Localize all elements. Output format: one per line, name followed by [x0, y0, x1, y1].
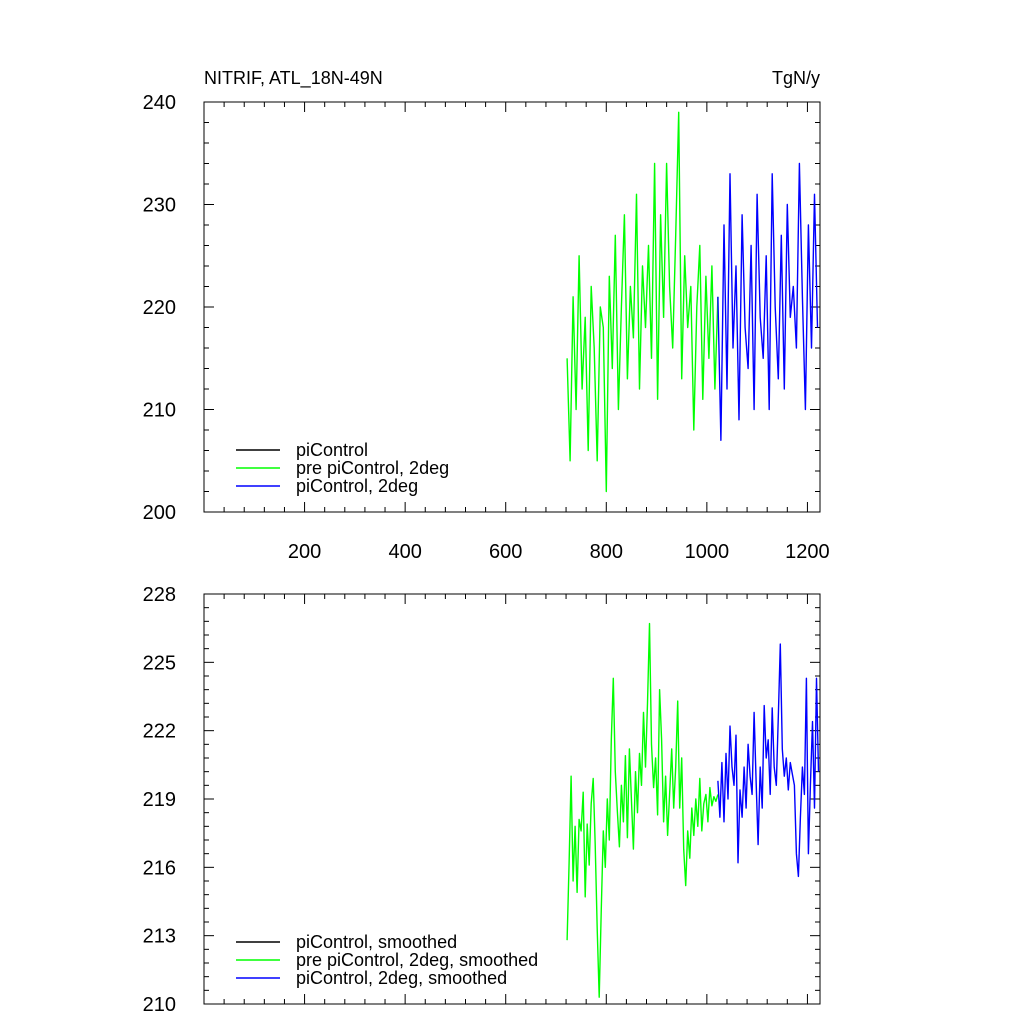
- bottom-series-line-1: [566, 622, 719, 998]
- bottom-legend-label: piControl, smoothed: [296, 932, 457, 952]
- top-x-tick-label: 400: [388, 541, 421, 563]
- top-y-tick-label: 210: [143, 400, 176, 422]
- bottom-y-tick-label: 225: [143, 652, 176, 674]
- top-series-line-1: [566, 111, 719, 493]
- bottom-plot-area: 210 213 216 219 222 225 228 piControl, smoothed…: [143, 584, 820, 1016]
- top-legend-label: piControl: [296, 440, 368, 460]
- top-x-tick-label: 200: [288, 541, 321, 563]
- top-legend-label: piControl, 2deg: [296, 476, 418, 496]
- top-x-tick-label: 1000: [685, 541, 730, 563]
- top-plot-frame: [203, 101, 821, 513]
- top-y-tick-label: 200: [143, 502, 176, 524]
- top-panel: NITRIF, ATL_18N-49N TgN/y 200 400 600 800 10…: [143, 68, 830, 563]
- bottom-legend-label: piControl, 2deg, smoothed: [296, 968, 507, 988]
- top-y-tick-label: 220: [143, 297, 176, 319]
- bottom-y-tick-label: 222: [143, 721, 176, 743]
- bottom-y-tick-label: 210: [143, 994, 176, 1016]
- top-y-tick-label: 230: [143, 195, 176, 217]
- top-x-tick-label: 800: [590, 541, 623, 563]
- bottom-y-tick-label: 213: [143, 926, 176, 948]
- bottom-legend-label: pre piControl, 2deg, smoothed: [296, 950, 538, 970]
- bottom-series-line-2: [717, 643, 820, 878]
- bottom-y-tick-label: 219: [143, 789, 176, 811]
- top-y-tick-label: 240: [143, 92, 176, 114]
- top-x-tick-label: 1200: [785, 541, 830, 563]
- bottom-y-tick-label: 228: [143, 584, 176, 606]
- bottom-y-tick-label: 216: [143, 857, 176, 879]
- chart-title: NITRIF, ATL_18N-49N: [204, 68, 383, 89]
- chart-units: TgN/y: [772, 68, 820, 88]
- top-plot-area: 200 400 600 800 1000 1200 200 210 220 230 240 piCon…: [143, 92, 830, 563]
- top-series-line-2: [717, 162, 819, 441]
- bottom-panel: 210 213 216 219 222 225 228 piControl, smoothed…: [143, 584, 821, 1016]
- top-x-tick-label: 600: [489, 541, 522, 563]
- top-legend-label: pre piControl, 2deg: [296, 458, 449, 478]
- bottom-plot-frame: [203, 593, 821, 1005]
